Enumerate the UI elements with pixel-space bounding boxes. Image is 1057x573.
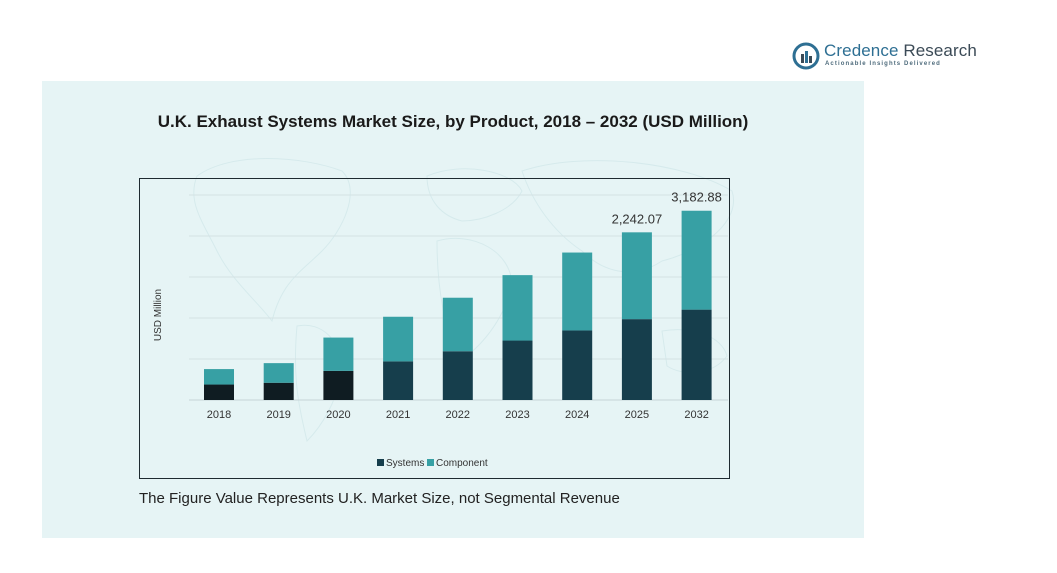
credence-research-logo: Credence Research Actionable Insights De…	[792, 40, 977, 72]
bar-component	[562, 252, 593, 331]
bar-component	[681, 210, 712, 310]
x-tick-label: 2021	[386, 409, 410, 421]
brand-name-first: Credence	[824, 41, 899, 60]
plot-area	[139, 178, 730, 479]
bar-systems	[323, 370, 354, 400]
bar-component	[442, 297, 473, 352]
footnote: The Figure Value Represents U.K. Market …	[139, 490, 620, 507]
bar-systems	[562, 330, 593, 400]
bar-component	[621, 232, 652, 320]
x-tick-label: 2019	[266, 409, 290, 421]
bar-systems	[263, 382, 294, 400]
data-label: 2,242.07	[612, 211, 663, 226]
legend-swatch-component	[427, 459, 434, 466]
brand-name: Credence Research	[824, 41, 977, 61]
bar-systems	[502, 340, 533, 400]
brand-name-second: Research	[903, 41, 977, 60]
x-tick-label: 2032	[684, 409, 708, 421]
legend-label: Systems	[386, 458, 424, 469]
credence-logo-icon	[792, 42, 820, 70]
x-tick-label: 2024	[565, 409, 589, 421]
chart-title: U.K. Exhaust Systems Market Size, by Pro…	[157, 112, 749, 131]
bar-systems	[204, 384, 234, 400]
data-label: 3,182.88	[671, 190, 722, 205]
x-tick-label: 2023	[505, 409, 529, 421]
bar-systems	[383, 361, 414, 400]
y-axis-label: USD Million	[153, 289, 164, 341]
x-tick-label: 2025	[625, 409, 649, 421]
x-tick-label: 2020	[326, 409, 350, 421]
bar-component	[383, 316, 414, 362]
bar-systems	[621, 319, 652, 400]
legend-swatch-systems	[377, 459, 384, 466]
bar-systems	[681, 309, 712, 400]
x-tick-label: 2022	[446, 409, 470, 421]
bar-systems	[442, 351, 473, 400]
bar-component	[323, 337, 354, 371]
brand-tagline: Actionable Insights Delivered	[825, 61, 941, 67]
bar-component	[502, 275, 533, 341]
legend-label: Component	[436, 458, 488, 469]
x-tick-label: 2018	[207, 409, 231, 421]
bar-component	[204, 369, 234, 385]
bar-component	[263, 363, 294, 383]
